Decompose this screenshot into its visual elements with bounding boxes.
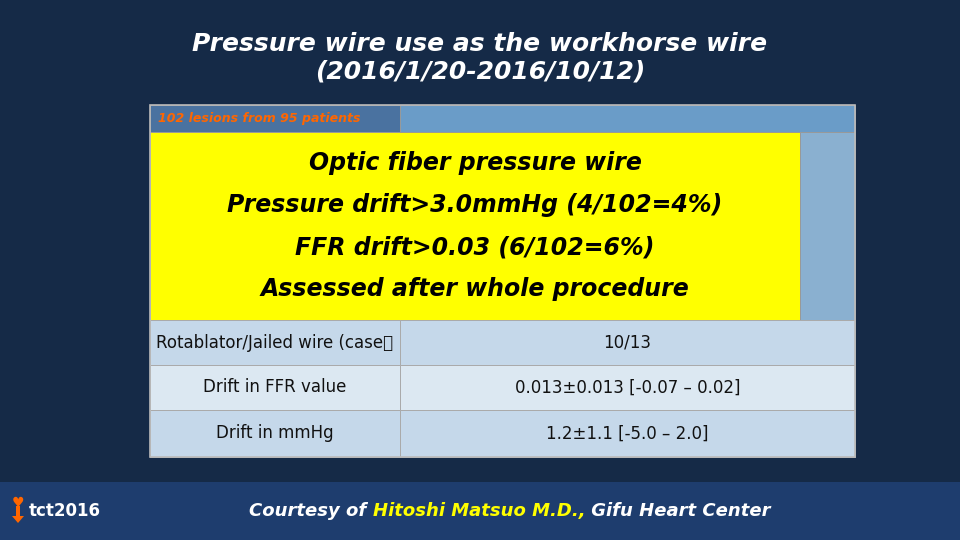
Text: Drift in FFR value: Drift in FFR value (204, 379, 347, 396)
Bar (150, 105, 400, 132)
Text: Pressure wire use as the workhorse wire: Pressure wire use as the workhorse wire (192, 32, 768, 56)
Text: Hitoshi Matsuo M.D.,: Hitoshi Matsuo M.D., (372, 502, 586, 520)
Text: 10/13: 10/13 (604, 334, 652, 352)
Bar (400, 365, 855, 410)
Text: Drift in mmHg: Drift in mmHg (216, 424, 334, 442)
Bar (400, 320, 855, 365)
Text: ♥: ♥ (12, 496, 24, 510)
Text: (2016/1/20-2016/10/12): (2016/1/20-2016/10/12) (315, 60, 645, 84)
Bar (150, 410, 400, 457)
Text: Gifu Heart Center: Gifu Heart Center (586, 502, 771, 520)
Text: tct2016: tct2016 (29, 502, 101, 520)
Text: Assessed after whole procedure: Assessed after whole procedure (260, 277, 689, 301)
Text: 1.2±1.1 [-5.0 – 2.0]: 1.2±1.1 [-5.0 – 2.0] (546, 424, 708, 442)
Bar (150, 365, 400, 410)
Bar (400, 105, 855, 132)
Text: FFR drift>0.03 (6/102=6%): FFR drift>0.03 (6/102=6%) (296, 235, 655, 259)
Bar (400, 410, 855, 457)
Bar (150, 320, 400, 365)
Text: Pressure drift>3.0mmHg (4/102=4%): Pressure drift>3.0mmHg (4/102=4%) (228, 193, 723, 217)
Text: 0.013±0.013 [-0.07 – 0.02]: 0.013±0.013 [-0.07 – 0.02] (515, 379, 740, 396)
Text: Optic fiber pressure wire: Optic fiber pressure wire (308, 151, 641, 175)
FancyArrow shape (12, 506, 24, 523)
Bar (800, 132, 855, 320)
Text: 102 lesions from 95 patients: 102 lesions from 95 patients (158, 112, 361, 125)
Text: Courtesy of: Courtesy of (250, 502, 372, 520)
Bar (0, 482, 960, 540)
Bar (150, 132, 800, 320)
Bar (150, 105, 855, 457)
Text: Rotablator/Jailed wire (case）: Rotablator/Jailed wire (case） (156, 334, 394, 352)
